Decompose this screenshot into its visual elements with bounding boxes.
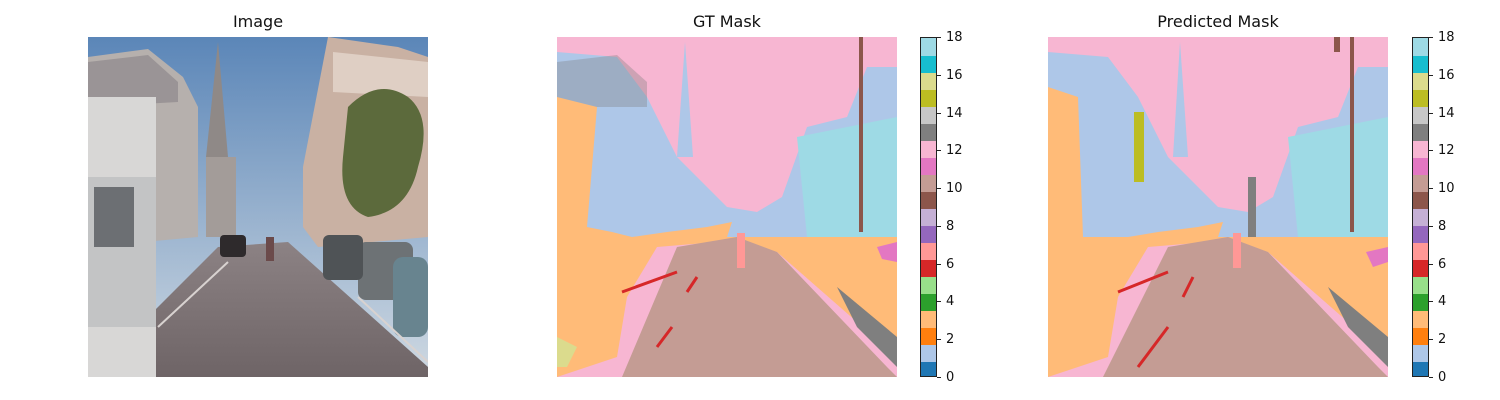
gt-colorbar: [920, 37, 937, 377]
gt-colorbar-tick-label: 6: [937, 257, 954, 272]
pred-colorbar-segment: [1413, 361, 1428, 376]
gt-colorbar-segment: [921, 327, 936, 345]
gt-colorbar-segment: [921, 123, 936, 141]
gt-colorbar-segment: [921, 191, 936, 209]
pred-colorbar-segment: [1413, 123, 1428, 141]
pred-colorbar-segment: [1413, 174, 1428, 192]
image-panel-title: Image: [232, 12, 284, 31]
pred-mask-panel-title: Predicted Mask: [1157, 12, 1279, 31]
gt-colorbar-segment: [921, 225, 936, 243]
pred-colorbar-segment: [1413, 208, 1428, 226]
pred-colorbar-segment: [1413, 106, 1428, 124]
gt-colorbar-segment: [921, 38, 936, 56]
gt-colorbar-tick-label: 0: [937, 370, 954, 385]
gt-colorbar-segment: [921, 140, 936, 158]
pred-colorbar-ticks: 0 2 4 6 8 10 12 14 16 18: [1429, 30, 1469, 385]
gt-colorbar-segment: [921, 157, 936, 175]
gt-colorbar-segment: [921, 174, 936, 192]
pred-colorbar-segment: [1413, 140, 1428, 158]
gt-colorbar-tick-label: 2: [937, 332, 954, 347]
gt-colorbar-tick-label: 4: [937, 294, 954, 309]
gt-colorbar-segment: [921, 72, 936, 90]
pred-colorbar-segment: [1413, 259, 1428, 277]
street-photo: [88, 37, 428, 377]
pred-colorbar-tick-label: 18: [1429, 30, 1455, 45]
pred-colorbar-tick-label: 10: [1429, 181, 1455, 196]
pred-colorbar-tick-label: 4: [1429, 294, 1446, 309]
pred-colorbar-segment: [1413, 38, 1428, 56]
pred-colorbar-segment: [1413, 242, 1428, 260]
gt-colorbar-segment: [921, 276, 936, 294]
pred-colorbar-segment: [1413, 344, 1428, 362]
gt-colorbar-segment: [921, 55, 936, 73]
gt-colorbar-tick-label: 18: [937, 30, 963, 45]
pred-colorbar-tick-label: 0: [1429, 370, 1446, 385]
pred-colorbar-tick-label: 6: [1429, 257, 1446, 272]
gt-colorbar-segment: [921, 106, 936, 124]
pred-colorbar-segment: [1413, 225, 1428, 243]
pred-colorbar-segment: [1413, 276, 1428, 294]
pred-colorbar: [1412, 37, 1429, 377]
gt-colorbar-segment: [921, 293, 936, 311]
pred-mask-heatmap: [1048, 37, 1388, 377]
pred-colorbar-tick-label: 8: [1429, 219, 1446, 234]
gt-colorbar-segment: [921, 361, 936, 376]
pred-colorbar-segment: [1413, 157, 1428, 175]
gt-colorbar-segment: [921, 242, 936, 260]
pred-colorbar-segment: [1413, 327, 1428, 345]
pred-colorbar-tick-label: 14: [1429, 106, 1455, 121]
gt-colorbar-segment: [921, 89, 936, 107]
pred-colorbar-segment: [1413, 89, 1428, 107]
gt-colorbar-tick-label: 14: [937, 106, 963, 121]
gt-colorbar-segment: [921, 344, 936, 362]
pred-colorbar-segment: [1413, 293, 1428, 311]
pred-colorbar-segment: [1413, 310, 1428, 328]
gt-colorbar-ticks: 0 2 4 6 8 10 12 14 16 18: [937, 30, 977, 385]
gt-mask-heatmap: [557, 37, 897, 377]
gt-colorbar-tick-label: 8: [937, 219, 954, 234]
pred-colorbar-segment: [1413, 55, 1428, 73]
gt-mask-panel-title: GT Mask: [693, 12, 761, 31]
pred-colorbar-tick-label: 12: [1429, 143, 1455, 158]
gt-colorbar-segment: [921, 310, 936, 328]
gt-colorbar-tick-label: 12: [937, 143, 963, 158]
pred-colorbar-tick-label: 16: [1429, 68, 1455, 83]
gt-colorbar-segment: [921, 208, 936, 226]
gt-colorbar-segment: [921, 259, 936, 277]
gt-colorbar-tick-label: 10: [937, 181, 963, 196]
gt-colorbar-tick-label: 16: [937, 68, 963, 83]
pred-colorbar-segment: [1413, 72, 1428, 90]
pred-colorbar-tick-label: 2: [1429, 332, 1446, 347]
pred-colorbar-segment: [1413, 191, 1428, 209]
